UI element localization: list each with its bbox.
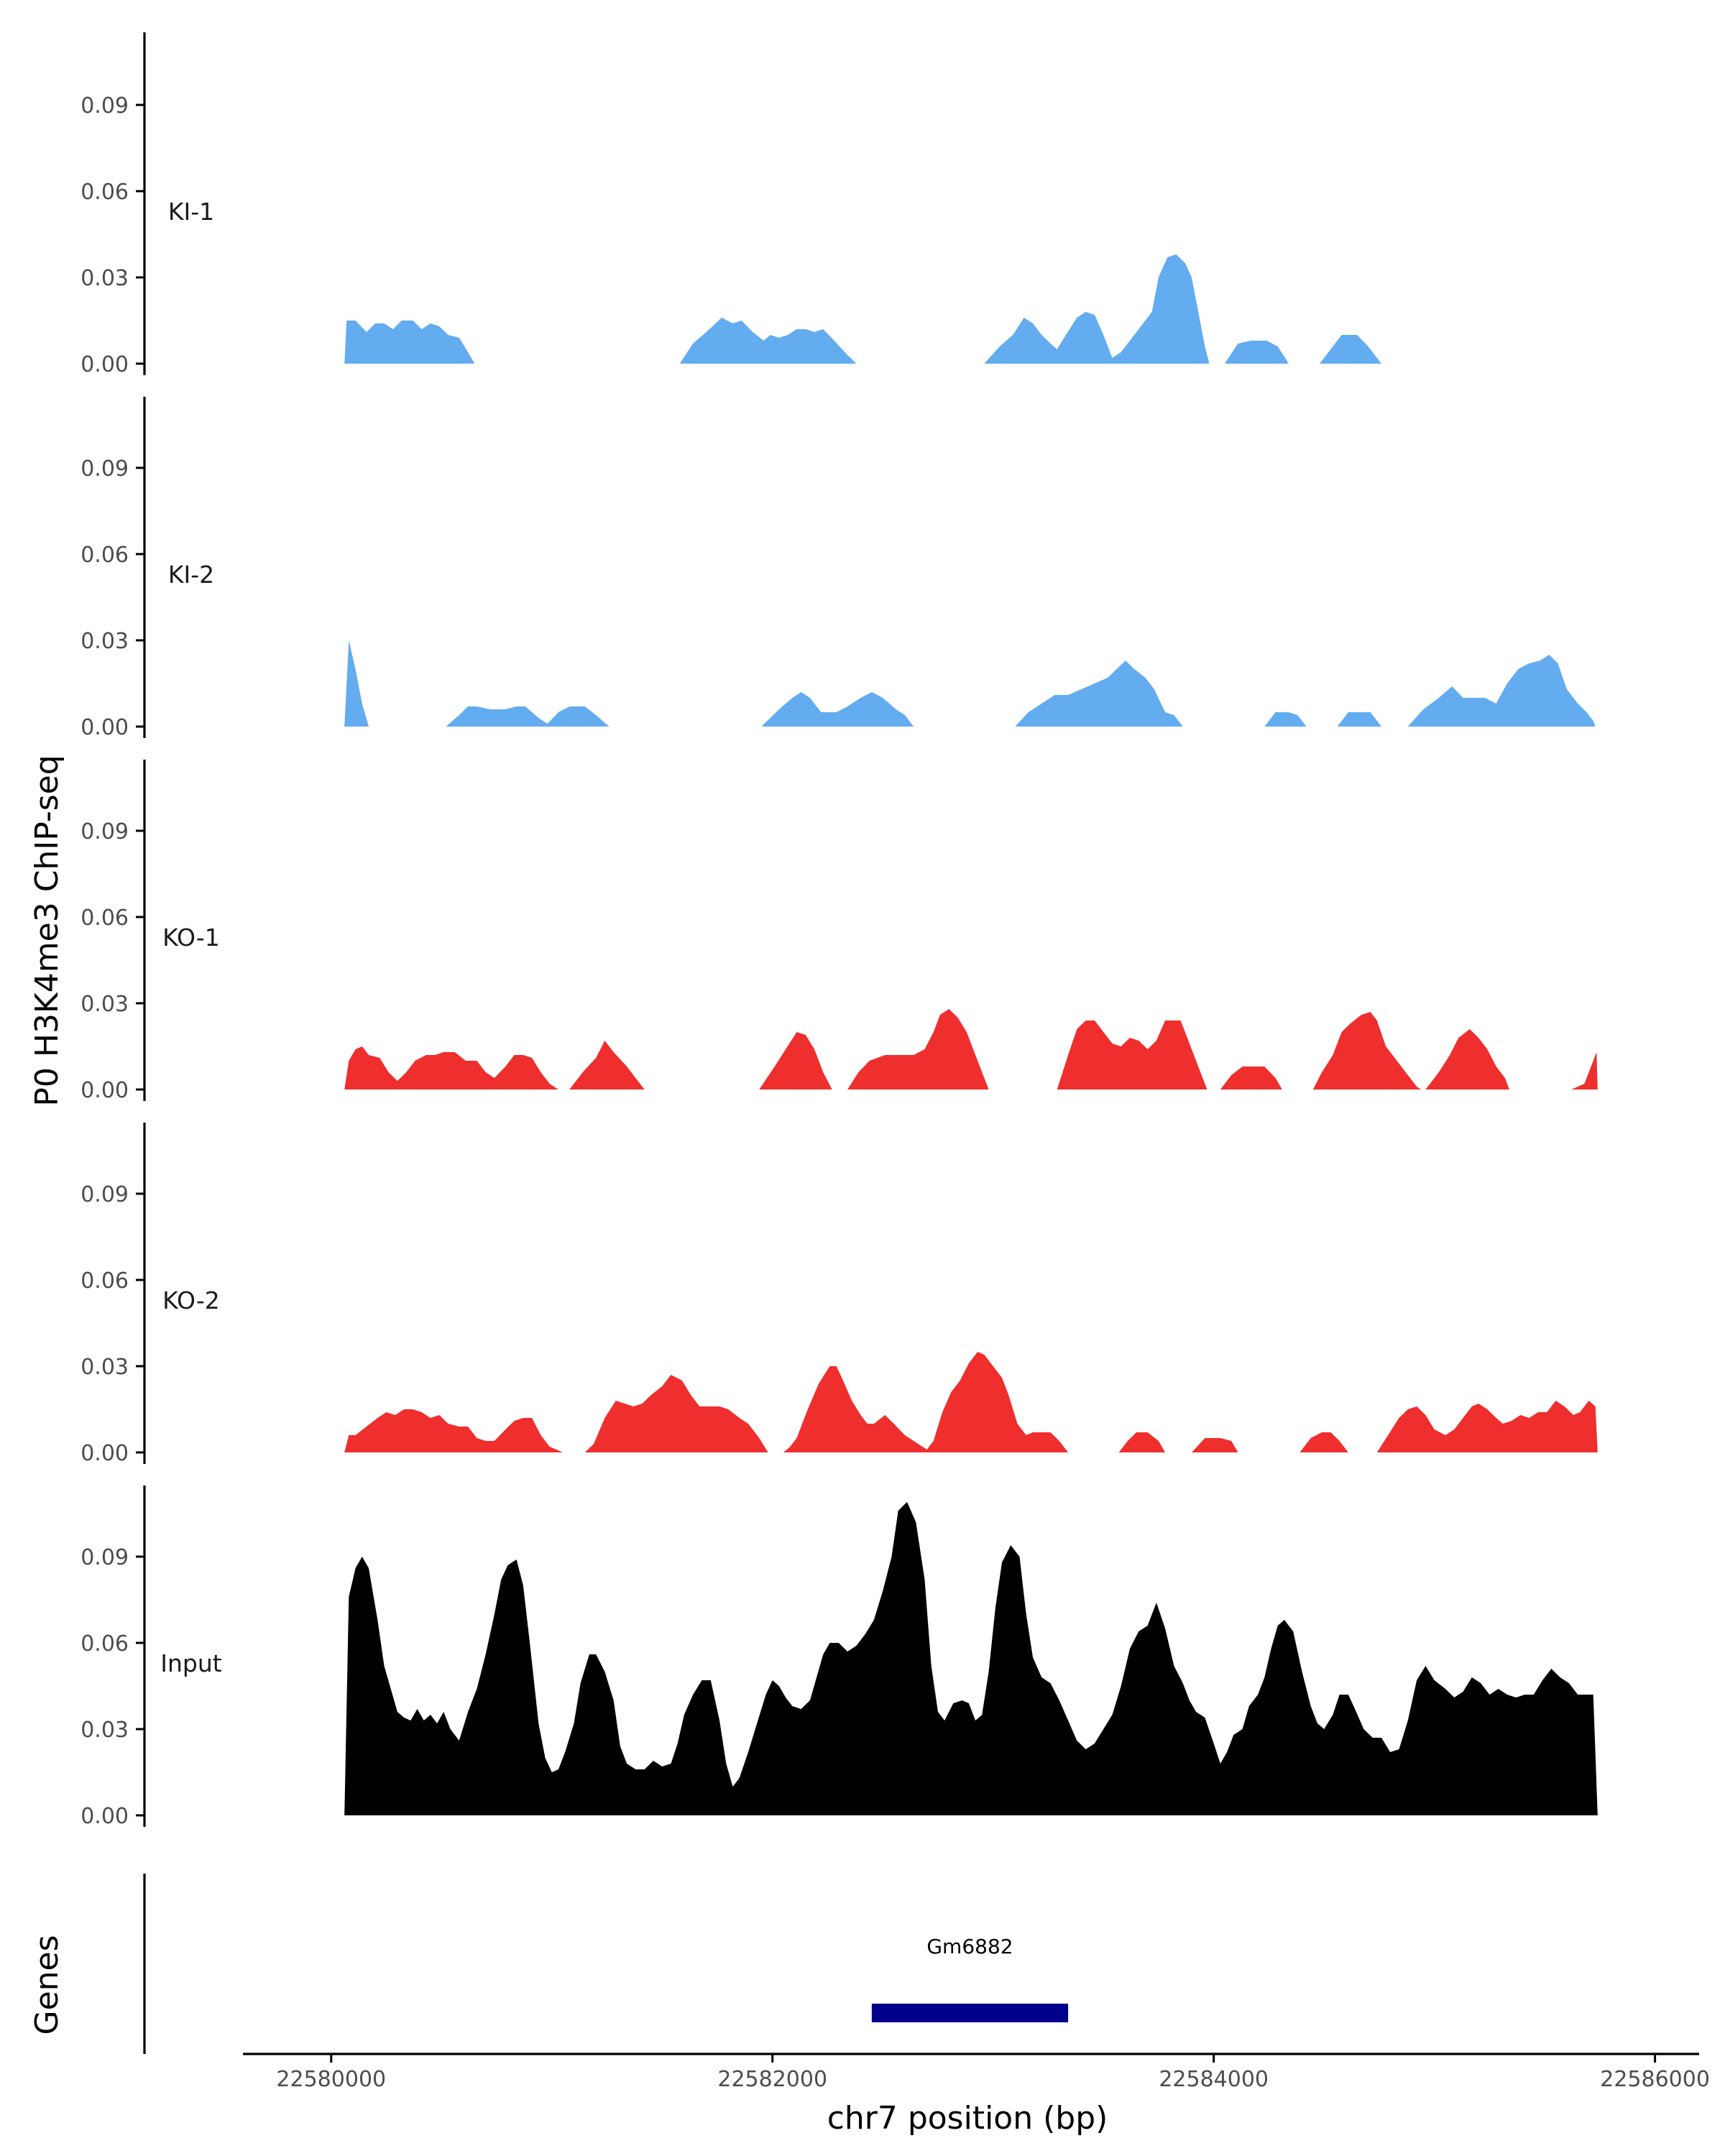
signal-area bbox=[344, 1409, 564, 1452]
signal-area bbox=[344, 321, 475, 364]
y-tick-label: 0.09 bbox=[80, 819, 129, 844]
tracks-layer: 0.00 0.03 0.06 0.09 KI-1 0.00 0.03 0.06 0.09 KI-2… bbox=[80, 32, 1598, 1829]
y-tick-label: 0.00 bbox=[80, 1441, 129, 1466]
y-tick-label: 0.03 bbox=[80, 266, 129, 291]
signal-area bbox=[1220, 1067, 1282, 1089]
y-tick-label: 0.00 bbox=[80, 1078, 129, 1103]
signal-area bbox=[1118, 1432, 1166, 1452]
signal-area bbox=[847, 1009, 989, 1089]
x-axis-title: chr7 position (bp) bbox=[827, 2100, 1108, 2137]
x-tick-label: 22586000 bbox=[1600, 2067, 1710, 2092]
track-KO-1: 0.00 0.03 0.06 0.09 KO-1 bbox=[80, 760, 1598, 1103]
y-tick-label: 0.06 bbox=[80, 543, 129, 568]
x-axis: 22580000 22582000 22584000 22586000 bbox=[243, 2053, 1710, 2092]
signal-area bbox=[1015, 660, 1183, 727]
track-Input: 0.00 0.03 0.06 0.09 Input bbox=[80, 1485, 1598, 1829]
y-tick-label: 0.09 bbox=[80, 456, 129, 482]
y-tick-label: 0.03 bbox=[80, 1355, 129, 1380]
signal-area bbox=[679, 318, 857, 364]
x-tick-label: 22582000 bbox=[717, 2067, 827, 2092]
gene-bar bbox=[871, 2004, 1069, 2022]
signal-area bbox=[761, 692, 914, 727]
track-label: KI-1 bbox=[168, 198, 214, 226]
track-label: KO-2 bbox=[162, 1286, 220, 1314]
signal-area bbox=[1425, 1029, 1509, 1089]
y-tick-label: 0.09 bbox=[80, 1545, 129, 1570]
signal-area bbox=[783, 1352, 1069, 1452]
genes-panel: Gm6882 bbox=[143, 1874, 1069, 2054]
signal-area bbox=[344, 1046, 558, 1089]
signal-area bbox=[984, 254, 1210, 364]
signal-area bbox=[1057, 1021, 1208, 1089]
y-tick-label: 0.06 bbox=[80, 906, 129, 931]
signal-area bbox=[1320, 335, 1381, 364]
y-tick-label: 0.00 bbox=[80, 715, 129, 740]
y-tick-label: 0.09 bbox=[80, 93, 129, 119]
signal-area bbox=[344, 1502, 1598, 1815]
track-label: KO-1 bbox=[162, 923, 220, 952]
signal-area bbox=[584, 1375, 768, 1452]
y-tick-label: 0.06 bbox=[80, 1631, 129, 1657]
signal-area bbox=[446, 706, 610, 727]
signal-area bbox=[1192, 1438, 1238, 1452]
signal-area bbox=[1225, 341, 1289, 364]
signal-area bbox=[344, 640, 369, 727]
signal-area bbox=[1407, 655, 1596, 727]
signal-area bbox=[1312, 1012, 1422, 1089]
signal-area bbox=[1264, 712, 1307, 727]
x-tick-label: 22580000 bbox=[276, 2067, 386, 2092]
track-KI-1: 0.00 0.03 0.06 0.09 KI-1 bbox=[80, 32, 1381, 377]
y-tick-label: 0.06 bbox=[80, 180, 129, 205]
track-label: Input bbox=[160, 1649, 222, 1677]
y-tick-label: 0.00 bbox=[80, 352, 129, 377]
y-tick-label: 0.03 bbox=[80, 992, 129, 1017]
signal-area bbox=[759, 1032, 832, 1089]
signal-area bbox=[1300, 1432, 1348, 1452]
track-KO-2: 0.00 0.03 0.06 0.09 KO-2 bbox=[80, 1123, 1598, 1466]
y-tick-label: 0.06 bbox=[80, 1268, 129, 1294]
track-label: KI-2 bbox=[168, 561, 214, 589]
genes-panel-title: Genes bbox=[29, 1935, 65, 2035]
track-KI-2: 0.00 0.03 0.06 0.09 KI-2 bbox=[80, 397, 1596, 740]
signal-area bbox=[569, 1041, 645, 1089]
y-axis-title: P0 H3K4me3 ChIP-seq bbox=[29, 755, 65, 1106]
y-tick-label: 0.09 bbox=[80, 1182, 129, 1207]
y-tick-label: 0.03 bbox=[80, 629, 129, 654]
gene-label: Gm6882 bbox=[926, 1935, 1013, 1958]
y-tick-label: 0.00 bbox=[80, 1804, 129, 1829]
x-tick-label: 22584000 bbox=[1159, 2067, 1269, 2092]
signal-area bbox=[1571, 1052, 1598, 1089]
y-tick-label: 0.03 bbox=[80, 1718, 129, 1743]
signal-area bbox=[1376, 1401, 1598, 1452]
signal-area bbox=[1337, 712, 1381, 727]
